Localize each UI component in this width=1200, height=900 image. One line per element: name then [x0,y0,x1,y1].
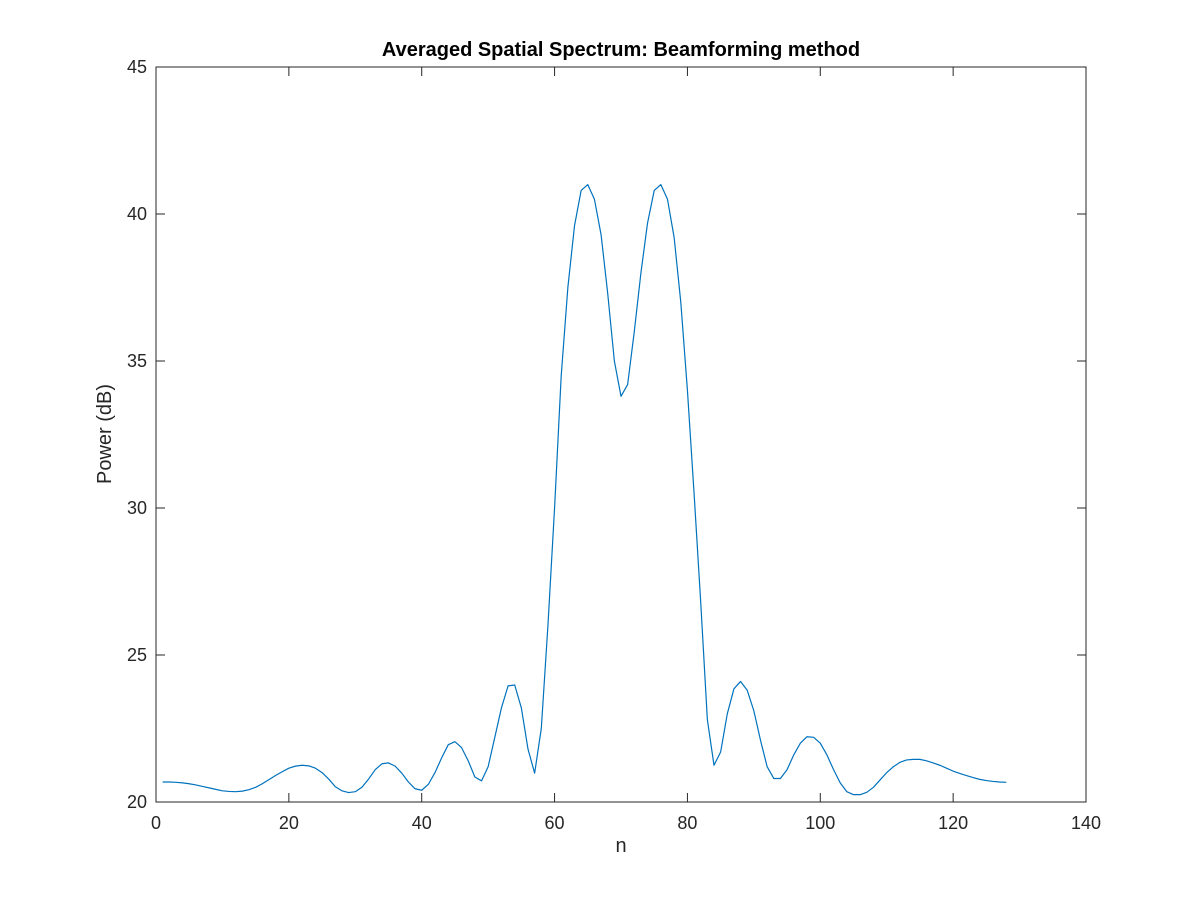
y-axis-label: Power (dB) [94,384,116,484]
x-axis-label: n [615,835,626,857]
x-tick-label: 60 [545,813,565,833]
x-tick-label: 140 [1071,813,1101,833]
x-tick-label: 0 [151,813,161,833]
x-tick-label: 80 [677,813,697,833]
axes-box [155,66,1087,803]
chart-title: Averaged Spatial Spectrum: Beamforming m… [382,39,860,61]
x-tick-label: 40 [412,813,432,833]
y-tick-label: 20 [127,792,147,812]
x-tick-label: 120 [938,813,968,833]
y-tick-label: 30 [127,498,147,518]
y-tick-label: 25 [127,645,147,665]
y-tick-label: 40 [127,204,147,224]
y-tick-label: 35 [127,351,147,371]
series-layer [162,184,1007,796]
x-tick-label: 20 [279,813,299,833]
x-tick-label: 100 [805,813,835,833]
y-tick-label: 45 [127,57,147,77]
series-line-0 [162,184,1007,796]
y-axis-ticks: 20 25 30 35 40 45 [127,57,1086,812]
x-axis-ticks: 0 20 40 60 80 100 120 140 [151,67,1101,833]
